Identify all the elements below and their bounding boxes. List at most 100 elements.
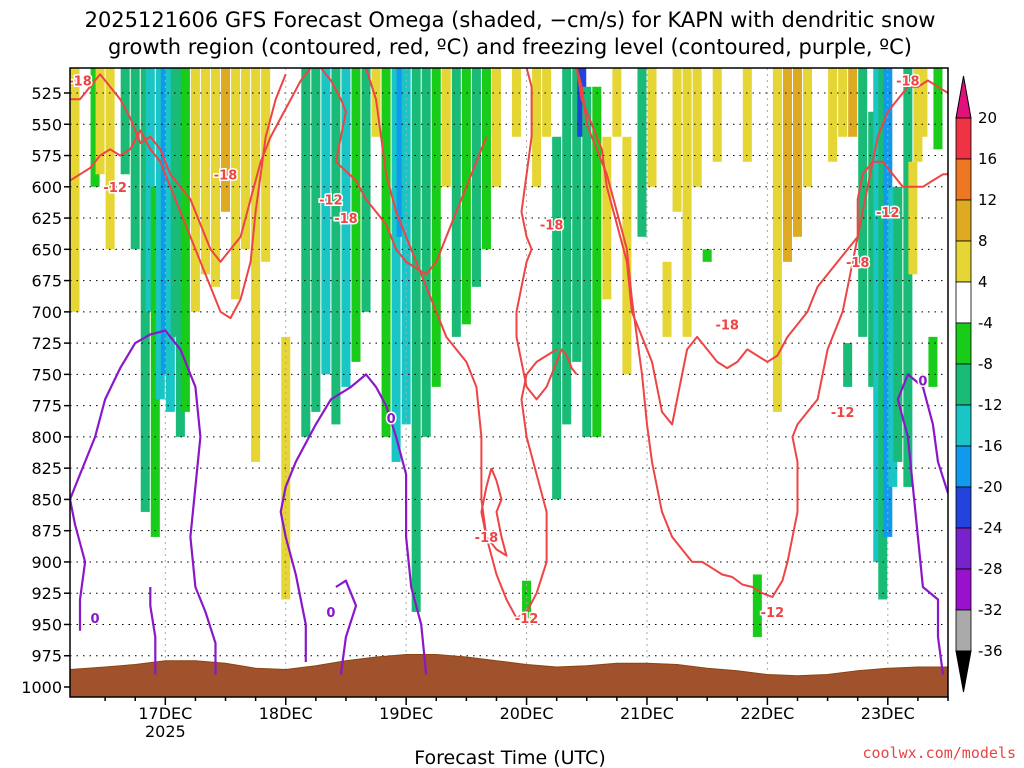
omega-band: [878, 68, 888, 600]
omega-band: [361, 68, 371, 312]
omega-band: [381, 68, 391, 437]
omega-band: [712, 68, 722, 162]
omega-band: [251, 68, 261, 462]
dgz-contour-label: -12: [515, 612, 539, 627]
omega-band: [451, 68, 461, 337]
colorbar-label: 4: [978, 273, 988, 291]
freezing-contour-label: 0: [918, 375, 927, 390]
y-tick-label: 675: [31, 272, 62, 291]
y-tick-label: 775: [31, 397, 62, 416]
y-tick-label: 575: [31, 147, 62, 166]
colorbar-label: -4: [978, 314, 993, 332]
omega-band: [411, 68, 421, 612]
dgz-contour-label: -18: [214, 168, 238, 183]
omega-band: [461, 68, 471, 325]
x-tick-sublabel: 2025: [145, 722, 186, 741]
colorbar-label: -24: [978, 519, 1003, 537]
omega-band: [873, 68, 883, 562]
y-axis-ticks: 525 550 575 600 625 650 675 700 725 750 775 800 825 8…: [21, 84, 70, 697]
colorbar-top-arrow: [955, 75, 972, 119]
omega-band: [828, 68, 838, 162]
dgz-contour-label: -18: [334, 212, 358, 227]
y-tick-label: 950: [31, 615, 62, 634]
freezing-contour-label: 0: [91, 612, 100, 627]
colorbar-swatch: [955, 240, 972, 283]
colorbar-label: 16: [978, 150, 997, 168]
omega-band: [301, 68, 311, 437]
chart-title-line-1: 2025121606 GFS Forecast Omega (shaded, −…: [85, 8, 936, 32]
y-tick-label: 700: [31, 303, 62, 322]
dgz-contour-label: -12: [319, 193, 343, 208]
credit-link[interactable]: coolwx.com/models: [862, 744, 1016, 762]
colorbar-swatch: [955, 117, 972, 160]
omega-band: [838, 68, 848, 137]
colorbar-label: -16: [978, 437, 1003, 455]
dgz-contour: [320, 68, 488, 276]
dgz-contour: [365, 68, 558, 620]
omega-band: [221, 68, 231, 212]
colorbar-bottom-arrow: [955, 650, 972, 693]
omega-band: [888, 186, 898, 487]
x-tick-label: 19DEC: [379, 704, 433, 723]
dgz-contour: [515, 68, 578, 401]
freezing-contour: [335, 579, 358, 675]
omega-band: [552, 136, 562, 500]
omega-band: [702, 249, 712, 262]
omega-band: [321, 68, 331, 375]
y-tick-label: 875: [31, 522, 62, 541]
dgz-contour-label: -18: [846, 256, 870, 271]
freezing-contour: [70, 329, 217, 675]
freezing-contour: [279, 373, 428, 675]
omega-band: [261, 68, 271, 262]
omega-band: [311, 68, 321, 412]
freezing-contour: [896, 373, 948, 675]
omega-band: [421, 68, 431, 437]
omega-band: [913, 68, 923, 162]
omega-band: [210, 68, 221, 287]
omega-band: [592, 86, 602, 437]
colorbar: 20 16 12 8 4 -4 -8 -12 -16 -20 -24 -28 -32 -36: [955, 75, 1003, 693]
omega-band: [512, 68, 522, 137]
y-tick-label: 800: [31, 428, 62, 447]
omega-band: [908, 161, 918, 275]
freezing-contour-label: 0: [326, 606, 335, 621]
omega-band: [130, 68, 140, 250]
freezing-contour: [149, 587, 157, 675]
y-tick-label: 750: [31, 365, 62, 384]
dgz-contour-label: -18: [68, 75, 92, 90]
omega-band: [782, 68, 792, 262]
x-tick-label: 21DEC: [620, 704, 674, 723]
omega-band: [491, 68, 501, 187]
colorbar-swatch: [955, 158, 972, 201]
omega-band: [692, 68, 702, 187]
omega-band: [165, 68, 175, 412]
omega-band: [145, 68, 155, 312]
omega-band: [441, 68, 451, 187]
omega-band: [928, 336, 938, 387]
omega-band: [742, 68, 752, 162]
dgz-contour-label: -18: [540, 218, 564, 233]
colorbar-swatch: [955, 199, 972, 242]
omega-band: [391, 68, 401, 462]
omega-band: [70, 68, 80, 187]
omega-band: [70, 186, 80, 312]
colorbar-swatch: [955, 281, 972, 324]
omega-band: [682, 68, 692, 337]
omega-band: [918, 68, 928, 137]
chart-title-line-2: growth region (contoured, red, ºC) and f…: [108, 35, 912, 59]
omega-band: [351, 68, 361, 362]
colorbar-swatch: [955, 568, 972, 611]
omega-band: [160, 68, 170, 375]
y-tick-label: 900: [31, 553, 62, 572]
y-tick-label: 650: [31, 240, 62, 259]
dgz-contour-label: -18: [896, 75, 920, 90]
x-axis-label: Forecast Time (UTC): [414, 747, 605, 768]
colorbar-label: 8: [978, 232, 988, 250]
omega-band: [150, 186, 160, 537]
colorbar-label: -36: [978, 642, 1003, 660]
omega-band: [341, 68, 351, 387]
omega-band: [401, 68, 411, 425]
omega-band: [190, 68, 200, 312]
terrain: [70, 653, 948, 697]
y-tick-label: 925: [31, 584, 62, 603]
